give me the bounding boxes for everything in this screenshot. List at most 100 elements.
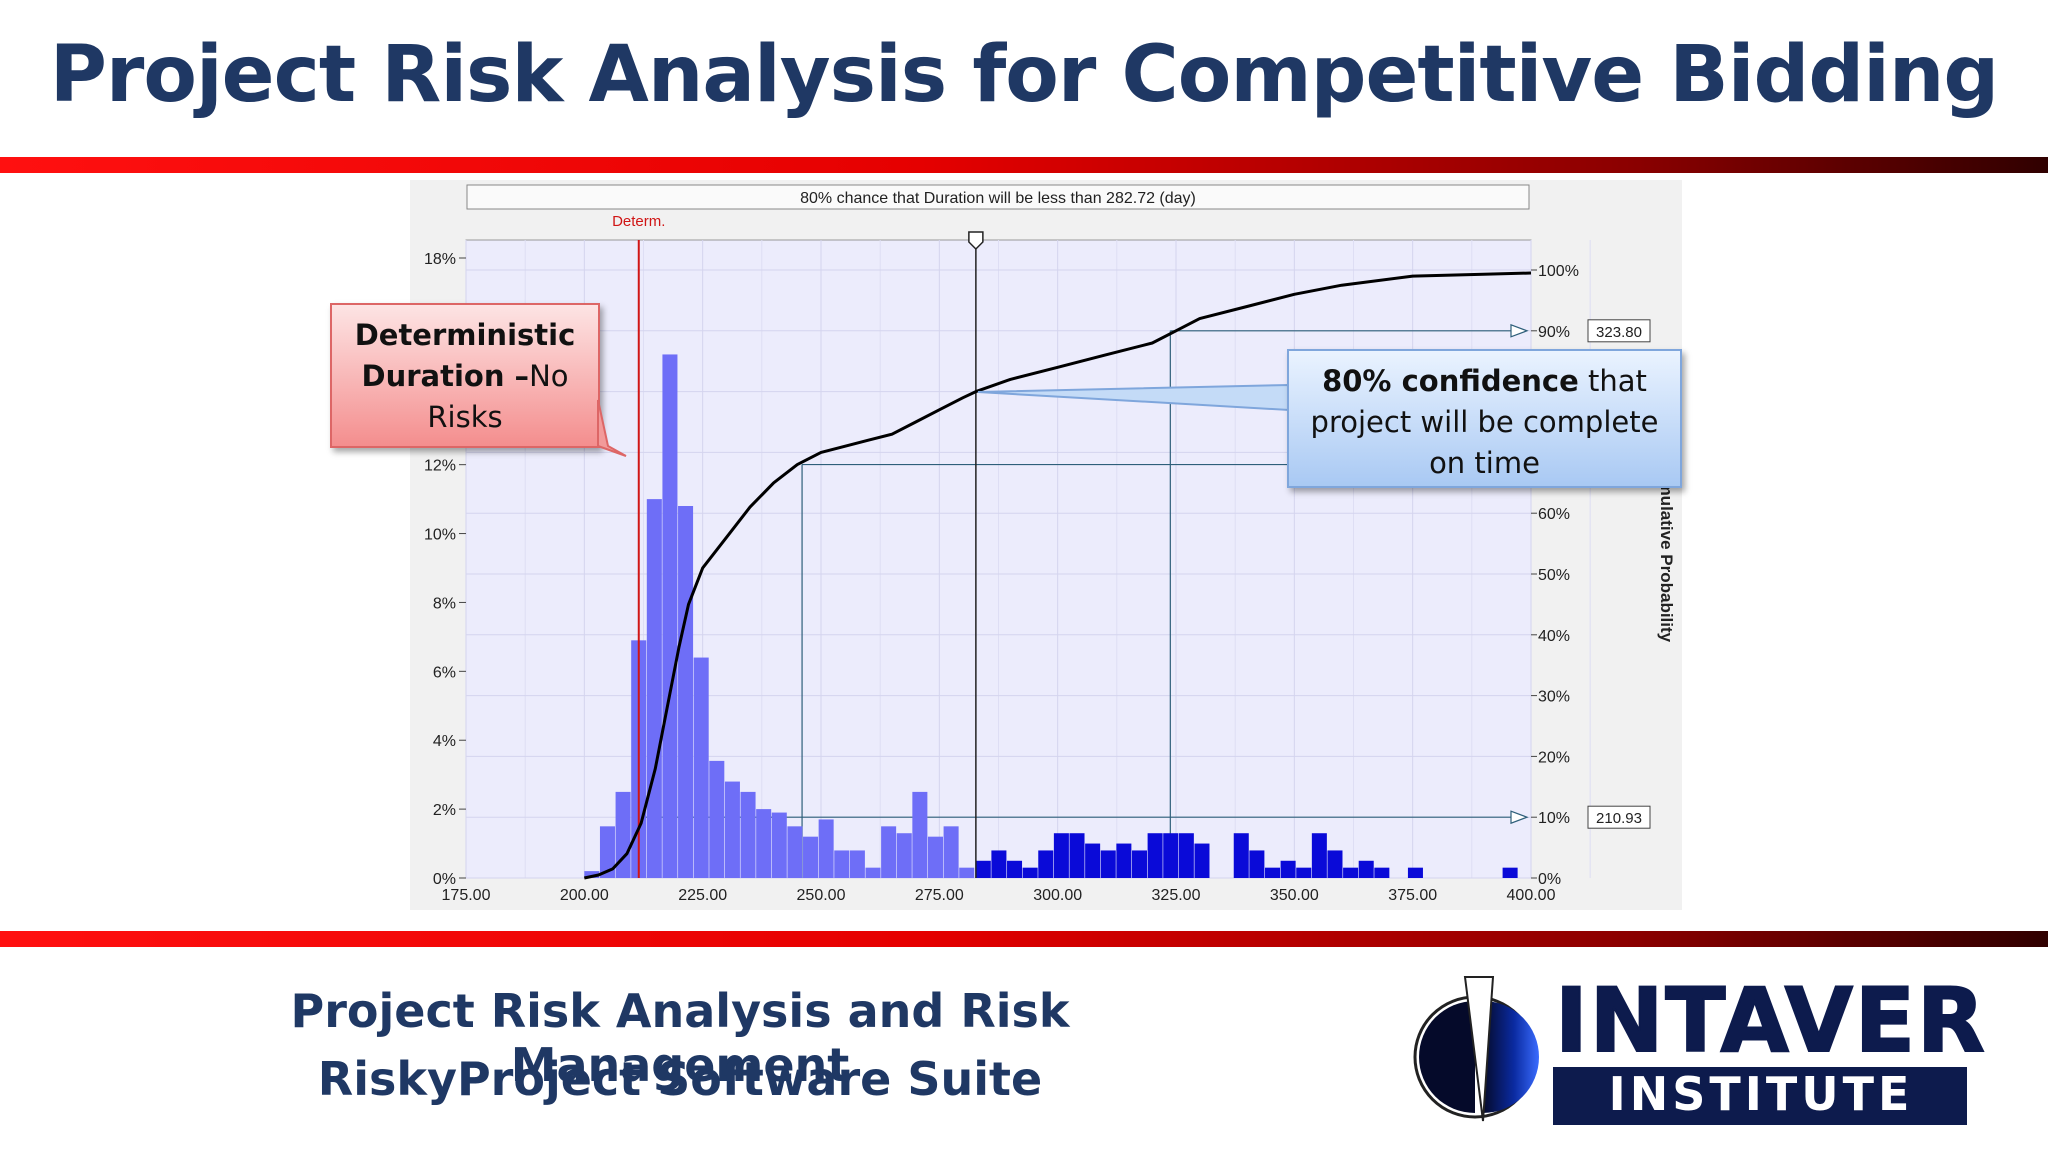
histogram-bar-high bbox=[1163, 833, 1179, 878]
histogram-bar bbox=[740, 791, 756, 878]
logo-emblem-icon bbox=[1413, 976, 1539, 1122]
y2-tick-label: 40% bbox=[1538, 628, 1570, 645]
y2-tick-label: 30% bbox=[1538, 689, 1570, 706]
footer-line-2: RiskyProject Software Suite bbox=[317, 1052, 1043, 1106]
histogram-bar-high bbox=[1280, 860, 1296, 878]
x-tick-label: 250.00 bbox=[797, 887, 846, 904]
confidence-callout-line3: on time bbox=[1429, 446, 1540, 480]
histogram-bar-high bbox=[1407, 867, 1423, 878]
histogram-bar-high bbox=[1249, 850, 1265, 878]
cumulative-probability-line bbox=[583, 271, 1532, 880]
y2-tick-label: 60% bbox=[1538, 506, 1570, 523]
histogram-bar bbox=[959, 867, 975, 878]
histogram-bar-high bbox=[1085, 843, 1101, 878]
histogram-bar bbox=[912, 791, 928, 878]
confidence-callout-line2: project will be complete bbox=[1310, 405, 1659, 439]
deterministic-callout-bold: Deterministic Duration – bbox=[354, 318, 576, 393]
histogram-bar bbox=[693, 657, 709, 878]
y-tick-label: 4% bbox=[433, 733, 456, 750]
histogram-bar-high bbox=[1374, 867, 1390, 878]
y2-tick-label: 20% bbox=[1538, 749, 1570, 766]
deterministic-callout-line3: Risks bbox=[427, 400, 503, 434]
logo-institute-box bbox=[1553, 1067, 1967, 1125]
x-tick-label: 225.00 bbox=[678, 887, 727, 904]
y-tick-label: 6% bbox=[433, 664, 456, 681]
deterministic-callout: Deterministic Duration –No Risks bbox=[330, 303, 600, 448]
confidence-callout-pointer bbox=[977, 383, 1290, 412]
y-tick-label: 10% bbox=[424, 527, 456, 544]
logo-word-institute: INSTITUTE bbox=[1608, 1067, 1914, 1121]
x-tick-label: 350.00 bbox=[1270, 887, 1319, 904]
deterministic-callout-pointer bbox=[597, 399, 627, 457]
y-tick-label: 2% bbox=[433, 802, 456, 819]
confidence-callout: 80% confidence that project will be comp… bbox=[1287, 349, 1682, 488]
histogram-bar-high bbox=[991, 850, 1007, 878]
x-tick-label: 375.00 bbox=[1388, 887, 1437, 904]
percentile-arrow bbox=[1510, 323, 1529, 338]
x-tick-label: 175.00 bbox=[442, 887, 491, 904]
intaver-logo: INTAVER INSTITUTE bbox=[1405, 968, 1986, 1125]
confidence-callout-bold: 80% confidence bbox=[1322, 364, 1579, 398]
percentile-marker-handle bbox=[968, 231, 984, 251]
histogram-bar-high bbox=[1007, 860, 1023, 878]
histogram-bar-high bbox=[1147, 833, 1163, 878]
deterministic-label: Determ. bbox=[612, 213, 665, 230]
histogram-bar-high bbox=[1502, 867, 1518, 878]
histogram-bar bbox=[834, 850, 850, 878]
top-red-rule bbox=[0, 157, 2048, 173]
y2-tick-label: 10% bbox=[1538, 810, 1570, 827]
footer-line-1: Project Risk Analysis and Risk Managemen… bbox=[290, 984, 1070, 1092]
histogram-bar-high bbox=[1053, 833, 1069, 878]
x-tick-label: 325.00 bbox=[1152, 887, 1201, 904]
histogram-bar bbox=[662, 354, 678, 878]
y2-tick-label: 0% bbox=[1538, 871, 1561, 888]
histogram-bar-high bbox=[1327, 850, 1343, 878]
histogram-bar-high bbox=[1131, 850, 1147, 878]
histogram-bar-high bbox=[1233, 833, 1249, 878]
histogram-bar-high bbox=[1069, 833, 1085, 878]
x-tick-label: 275.00 bbox=[915, 887, 964, 904]
histogram-bar-high bbox=[1100, 850, 1116, 878]
histogram-bar-high bbox=[1264, 867, 1281, 878]
histogram-bar bbox=[927, 836, 943, 878]
percentile-arrow bbox=[1510, 810, 1529, 825]
confidence-callout-rest: that bbox=[1578, 364, 1647, 398]
histogram-bar bbox=[724, 781, 740, 878]
y-tick-label: 12% bbox=[424, 458, 456, 475]
histogram-bar bbox=[849, 850, 865, 878]
percentile-value-box bbox=[1587, 319, 1651, 343]
histogram-bar-high bbox=[975, 860, 991, 878]
histogram-bar bbox=[787, 826, 803, 878]
histogram-bar-high bbox=[1038, 850, 1054, 878]
histogram-bar-high bbox=[1311, 833, 1327, 878]
chart-title-box bbox=[466, 184, 1530, 210]
y-tick-label: 8% bbox=[433, 595, 456, 612]
histogram-bar-high bbox=[1022, 867, 1038, 878]
histogram-bar-high bbox=[1296, 867, 1312, 878]
chart-title: 80% chance that Duration will be less th… bbox=[800, 190, 1196, 207]
histogram-bar-high bbox=[1358, 860, 1374, 878]
histogram-bar bbox=[599, 826, 615, 878]
y2-tick-label: 100% bbox=[1538, 263, 1579, 280]
percentile-value-box bbox=[1587, 805, 1651, 829]
x-tick-label: 300.00 bbox=[1033, 887, 1082, 904]
histogram-bar-high bbox=[1116, 843, 1132, 878]
histogram-bar bbox=[709, 760, 725, 878]
cumulative-layer: Determ. bbox=[583, 213, 1532, 880]
percentile-value-label: 323.80 bbox=[1596, 324, 1642, 341]
y2-tick-label: 90% bbox=[1538, 324, 1570, 341]
histogram-bar bbox=[943, 826, 959, 878]
y2-tick-label: 50% bbox=[1538, 567, 1570, 584]
x-tick-label: 400.00 bbox=[1507, 887, 1556, 904]
histogram-bar-high bbox=[1343, 867, 1359, 878]
y-tick-label: 18% bbox=[424, 251, 456, 268]
histogram-bar-high bbox=[1194, 843, 1210, 878]
logo-word-intaver: INTAVER bbox=[1554, 968, 1987, 1073]
histogram-bar bbox=[756, 809, 772, 878]
percentile-value-label: 210.93 bbox=[1596, 810, 1642, 827]
histogram-bar-high bbox=[1178, 833, 1194, 878]
histogram-bar bbox=[865, 867, 881, 878]
histogram-bar bbox=[615, 791, 631, 878]
